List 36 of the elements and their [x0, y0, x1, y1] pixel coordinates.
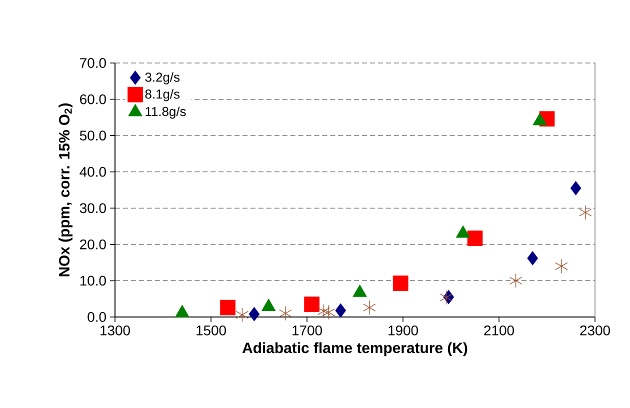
point — [555, 258, 568, 274]
legend-label: 11.8g/s — [146, 106, 186, 119]
point — [509, 273, 522, 288]
point — [570, 181, 582, 196]
point — [248, 306, 260, 322]
x-tick-label: 2100 — [484, 325, 514, 336]
point — [440, 290, 453, 305]
point — [304, 296, 320, 312]
x-tick-label: 1500 — [196, 325, 226, 336]
x-tick-label: 1300 — [100, 325, 130, 336]
y-tick-label: 50.0 — [80, 130, 106, 141]
y-tick-label: 0.0 — [88, 312, 106, 322]
point — [392, 276, 408, 291]
point — [363, 300, 376, 315]
point — [279, 306, 292, 321]
y-tick-label: 70.0 — [80, 58, 106, 68]
y-tick-label: 10.0 — [80, 276, 106, 286]
y-tick-label: 40.0 — [80, 166, 106, 177]
legend-label: 3.2g/s — [145, 72, 180, 84]
point — [527, 251, 538, 266]
point — [236, 308, 249, 322]
x-tick-label: 1900 — [388, 325, 418, 336]
y-tick-label: 20.0 — [80, 239, 106, 250]
y-tick-label: 30.0 — [80, 203, 106, 214]
point — [335, 303, 346, 318]
point — [322, 304, 335, 320]
point — [467, 230, 483, 246]
x-axis-title: Adiabatic flame temperature (K) — [242, 342, 468, 356]
point — [579, 205, 592, 220]
point — [220, 300, 236, 316]
y-axis-title: NOx (ppm, corr. 15% O$_{2}$) — [58, 103, 73, 276]
x-tick-label: 1700 — [292, 325, 322, 336]
y-tick-label: 60.0 — [80, 94, 106, 104]
point — [317, 304, 330, 319]
legend-label: 8.1g/s — [145, 89, 180, 102]
x-tick-label: 2300 — [580, 325, 610, 336]
